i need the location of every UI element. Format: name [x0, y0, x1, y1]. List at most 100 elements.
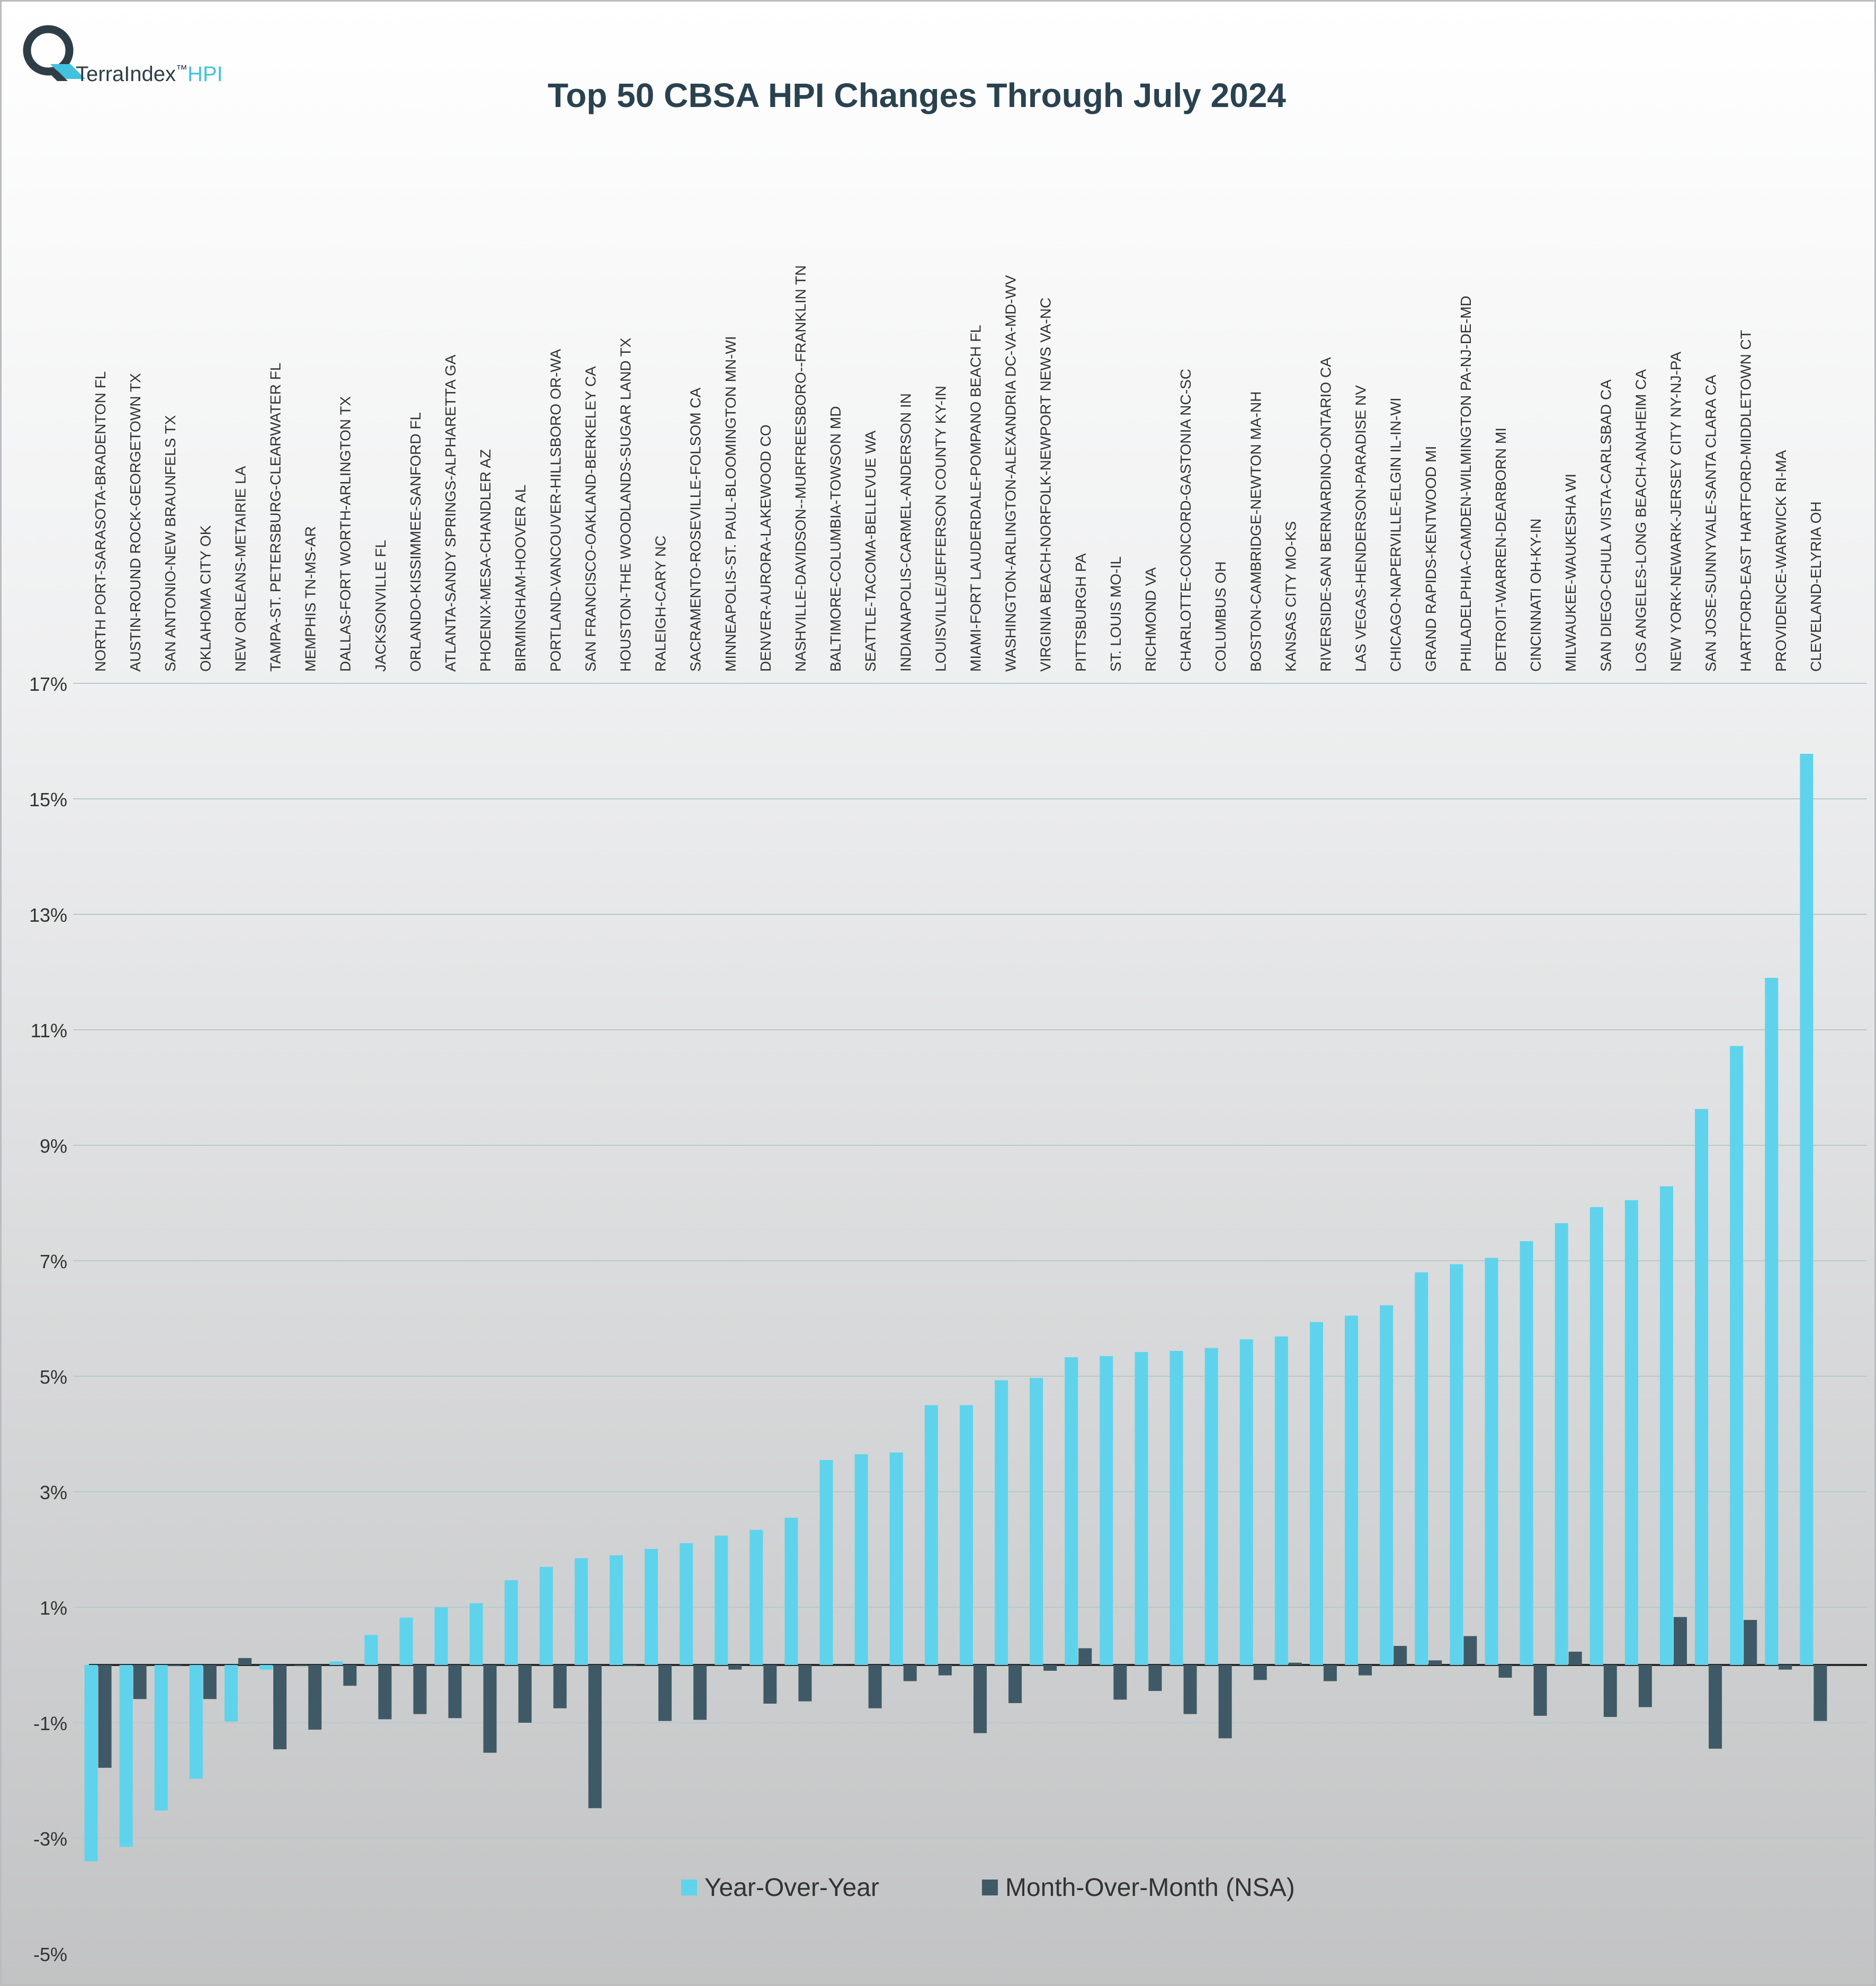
bar-yoy: [1695, 1109, 1709, 1665]
bar-yoy: [1065, 1357, 1078, 1665]
bar-yoy: [1730, 1046, 1744, 1665]
bar-yoy: [819, 1460, 833, 1665]
bar-yoy: [1660, 1186, 1673, 1665]
category-label: PITTSBURGH PA: [1073, 553, 1089, 672]
category-label: RIVERSIDE-SAN BERNARDINO-ONTARIO CA: [1318, 357, 1334, 672]
bar-mom: [1148, 1665, 1162, 1691]
y-tick-label: 5%: [40, 1366, 67, 1388]
bar-yoy: [680, 1543, 693, 1665]
bar-yoy: [645, 1548, 658, 1665]
bar-yoy: [1310, 1322, 1323, 1665]
y-tick-label: -5%: [33, 1944, 67, 1965]
bar-yoy: [854, 1454, 868, 1665]
bar-mom: [868, 1665, 882, 1708]
bar-yoy: [749, 1529, 763, 1665]
bar-yoy: [1765, 977, 1779, 1665]
bar-mom: [308, 1665, 322, 1730]
category-label: DENVER-AURORA-LAKEWOOD CO: [757, 424, 774, 672]
bar-yoy: [1169, 1351, 1183, 1665]
category-label: ORLANDO-KISSIMMEE-SANFORD FL: [407, 412, 424, 672]
category-label: CLEVELAND-ELYRIA OH: [1808, 501, 1824, 672]
logo-trademark: ™: [175, 63, 187, 76]
bar-mom: [378, 1665, 392, 1720]
category-label: ATLANTA-SANDY SPRINGS-ALPHARETTA GA: [442, 354, 459, 672]
y-tick-label: 11%: [31, 1020, 67, 1041]
category-label: LOUISVILLE/JEFFERSON COUNTY KY-IN: [932, 386, 949, 672]
category-label: PHOENIX-MESA-CHANDLER AZ: [477, 449, 494, 672]
bar-mom: [98, 1665, 112, 1768]
bar-mom: [1218, 1665, 1232, 1739]
bar-mom: [1113, 1665, 1127, 1700]
category-label: COLUMBUS OH: [1212, 562, 1229, 672]
category-label: SACRAMENTO-ROSEVILLE-FOLSOM CA: [687, 387, 704, 672]
category-label: KANSAS CITY MO-KS: [1282, 521, 1299, 672]
category-label: LAS VEGAS-HENDERSON-PARADISE NV: [1353, 385, 1369, 672]
bar-mom: [518, 1665, 532, 1723]
terraindex-logo: [23, 25, 85, 81]
category-label: NEW YORK-NEWARK-JERSEY CITY NY-NJ-PA: [1668, 352, 1684, 672]
bar-mom: [938, 1665, 952, 1676]
bar-mom: [1533, 1665, 1547, 1716]
bar-yoy: [294, 1665, 308, 1666]
y-tick-label: 3%: [40, 1482, 67, 1503]
bar-yoy: [1204, 1348, 1218, 1665]
bar-mom: [238, 1658, 252, 1665]
bar-yoy: [784, 1518, 798, 1665]
bar-mom: [693, 1665, 707, 1720]
y-tick-label: -3%: [33, 1828, 67, 1850]
category-label: TAMPA-ST. PETERSBURG-CLEARWATER FL: [267, 363, 284, 672]
category-label: RALEIGH-CARY NC: [653, 536, 669, 672]
bar-mom: [623, 1665, 637, 1667]
logo-wordmark: TerraIndex™HPI: [76, 63, 223, 86]
category-label: SAN FRANCISCO-OAKLAND-BERKELEY CA: [582, 366, 598, 672]
category-label: WASHINGTON-ARLINGTON-ALEXANDRIA DC-VA-MD…: [1003, 275, 1019, 672]
legend-swatch-mom: [982, 1880, 998, 1895]
bar-mom: [1674, 1617, 1687, 1665]
category-label: NORTH PORT-SARASOTA-BRADENTON FL: [92, 371, 109, 672]
bar-mom: [1393, 1646, 1407, 1665]
bar-yoy: [1520, 1241, 1533, 1665]
bar-mom: [1078, 1648, 1092, 1665]
category-label: PORTLAND-VANCOUVER-HILLSBORO OR-WA: [547, 349, 564, 672]
bar-mom: [1253, 1665, 1267, 1680]
bar-mom: [1428, 1660, 1442, 1665]
category-label: DALLAS-FORT WORTH-ARLINGTON TX: [337, 396, 354, 672]
category-label: SAN DIEGO-CHULA VISTA-CARLSBAD CA: [1597, 379, 1614, 672]
bar-yoy: [995, 1380, 1008, 1665]
bar-mom: [413, 1665, 427, 1714]
y-tick-label: 9%: [40, 1135, 67, 1157]
bar-mom: [133, 1665, 147, 1699]
bar-yoy: [1345, 1315, 1359, 1665]
category-label: PHILADELPHIA-CAMDEN-WILMINGTON PA-NJ-DE-…: [1458, 296, 1474, 672]
bar-yoy: [539, 1566, 553, 1665]
category-label: OKLAHOMA CITY OK: [197, 525, 213, 672]
bar-yoy: [434, 1607, 448, 1665]
bar-yoy: [1380, 1305, 1393, 1665]
bar-yoy: [1100, 1356, 1113, 1665]
category-label: NEW ORLEANS-METAIRIE LA: [232, 466, 248, 672]
bar-mom: [1498, 1665, 1512, 1678]
category-label: BALTIMORE-COLUMBIA-TOWSON MD: [827, 406, 844, 672]
bar-yoy: [504, 1580, 518, 1665]
y-tick-label: 17%: [29, 673, 67, 695]
category-label: MILWAUKEE-WAUKESHA WI: [1562, 474, 1579, 672]
bar-mom: [203, 1665, 217, 1699]
legend-item-yoy: Year-Over-Year: [681, 1869, 879, 1906]
bar-yoy: [924, 1405, 938, 1665]
category-label: HARTFORD-EAST HARTFORD-MIDDLETOWN CT: [1738, 330, 1754, 672]
bar-mom: [553, 1665, 567, 1708]
logo-q-icon: [23, 25, 85, 81]
category-label: DETROIT-WARREN-DEARBORN MI: [1493, 428, 1509, 672]
bar-yoy: [224, 1665, 238, 1722]
category-label: CHARLOTTE-CONCORD-GASTONIA NC-SC: [1177, 369, 1194, 672]
bar-yoy: [119, 1665, 133, 1847]
bar-yoy: [329, 1661, 343, 1665]
category-label: NASHVILLE-DAVIDSON--MURFREESBORO--FRANKL…: [792, 265, 809, 672]
category-label: SAN JOSE-SUNNYVALE-SANTA CLARA CA: [1703, 375, 1719, 672]
y-tick-label: 15%: [29, 789, 67, 811]
bar-mom: [903, 1665, 917, 1681]
y-tick-label: 13%: [29, 904, 67, 926]
bar-yoy: [1555, 1223, 1568, 1665]
